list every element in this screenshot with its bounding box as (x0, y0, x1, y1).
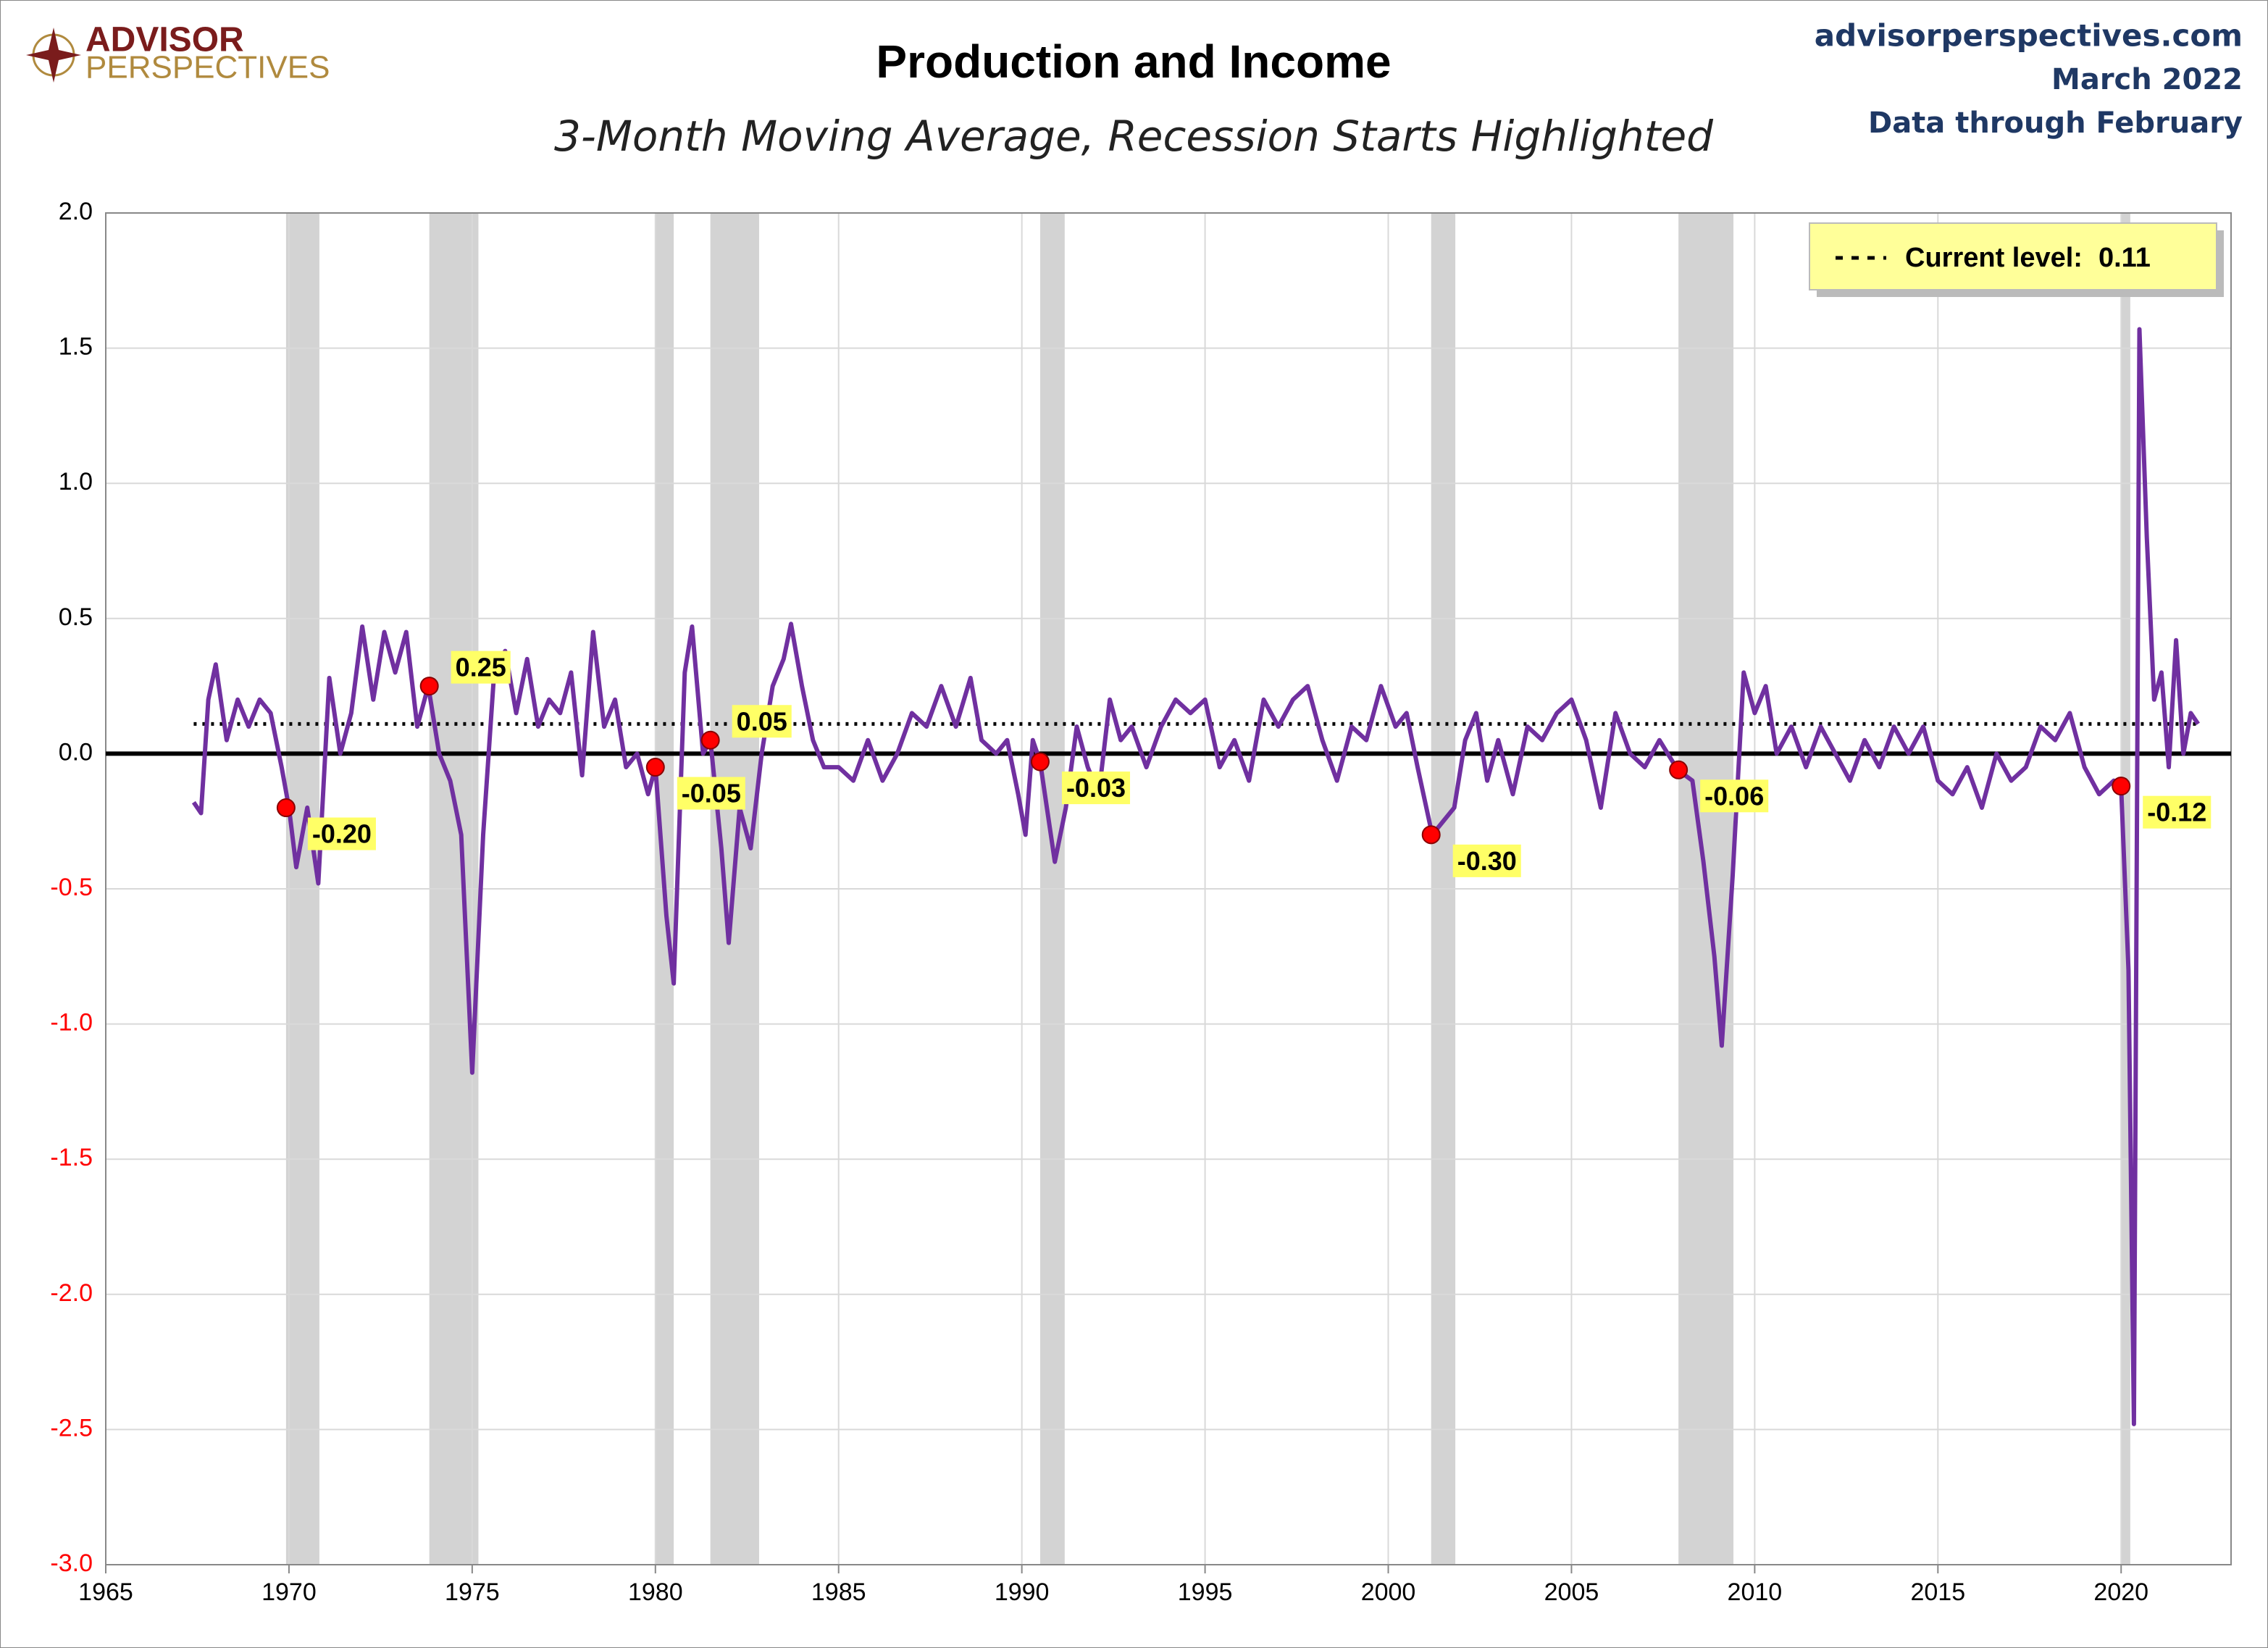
value-label: 0.25 (456, 653, 506, 682)
recession-start-marker (1669, 760, 1689, 779)
legend-label: Current level: (1905, 243, 2083, 273)
recession-start-marker (2112, 777, 2131, 796)
x-tick-label: 2020 (2093, 1578, 2148, 1606)
value-label-bg (1452, 844, 1521, 877)
x-tick-label: 1975 (445, 1578, 500, 1606)
value-label-group: -0.06 (1700, 779, 1769, 813)
source-note: Data through February (1868, 106, 2243, 140)
y-tick-label: -1.0 (50, 1009, 93, 1037)
value-label-bg (677, 777, 745, 810)
logo-top: ADVISOR (85, 21, 244, 59)
y-tick-label: -1.5 (50, 1144, 93, 1171)
x-tick-label: 1980 (628, 1578, 683, 1606)
value-label-group: 0.25 (451, 651, 511, 684)
y-tick-label: -0.5 (50, 874, 93, 901)
x-tick-label: 1985 (811, 1578, 866, 1606)
value-label-bg (1700, 779, 1769, 813)
chart-subtitle: 3-Month Moving Average, Recession Starts… (554, 112, 1714, 161)
value-label-group: -0.12 (2143, 795, 2211, 829)
value-label-group: -0.30 (1452, 844, 1521, 877)
value-label: -0.03 (1066, 773, 1126, 803)
x-tick-label: 1965 (78, 1578, 133, 1606)
logo-bottom: PERSPECTIVES (85, 50, 330, 85)
legend-value: 0.11 (2098, 243, 2151, 273)
recession-start-marker (419, 677, 439, 696)
value-label-bg (307, 817, 376, 850)
value-label-bg (2143, 795, 2211, 829)
value-label-group: 0.05 (732, 705, 792, 738)
y-tick-label: -3.0 (50, 1549, 93, 1577)
x-tick-label: 2015 (1910, 1578, 1965, 1606)
value-label-bg (732, 705, 792, 738)
recession-start-marker (1421, 825, 1441, 845)
y-tick-label: -2.0 (50, 1279, 93, 1307)
plot-border (105, 212, 2232, 1565)
source: advisorperspectives.com (1815, 18, 2243, 54)
x-tick-label: 1970 (261, 1578, 317, 1606)
data-line (191, 327, 2200, 1426)
source-date: March 2022 (2051, 63, 2243, 96)
recession-start-marker (1030, 752, 1050, 771)
value-label-bg (451, 651, 511, 684)
y-tick-label: 1.0 (59, 468, 93, 495)
value-label: -0.30 (1457, 846, 1517, 876)
y-tick-label: 0.0 (59, 738, 93, 766)
y-tick-label: 2.0 (59, 198, 93, 225)
value-label-bg (1061, 771, 1131, 805)
y-tick-label: 0.5 (59, 603, 93, 631)
legend-box (1809, 222, 2217, 290)
value-label: 0.05 (737, 706, 787, 736)
value-label: -0.06 (1704, 781, 1764, 811)
logo-icon (26, 28, 81, 83)
chart-title: Production and Income (876, 35, 1391, 88)
value-label: -0.12 (2147, 798, 2206, 827)
value-label: -0.20 (312, 819, 372, 849)
value-label: -0.05 (682, 779, 741, 808)
recession-start-marker (700, 730, 720, 750)
x-tick-label: 1995 (1178, 1578, 1233, 1606)
recession-start-marker (645, 758, 665, 777)
legend: Current level: 0.11 (1809, 222, 2224, 297)
value-label-group: -0.03 (1061, 771, 1131, 805)
y-tick-label: 1.5 (59, 333, 93, 361)
value-label-group: -0.05 (677, 777, 745, 810)
x-tick-label: 1990 (995, 1578, 1050, 1606)
recession-start-marker (276, 798, 296, 818)
x-tick-label: 2000 (1361, 1578, 1416, 1606)
x-tick-label: 2010 (1728, 1578, 1783, 1606)
value-label-group: -0.20 (307, 817, 376, 850)
y-tick-label: -2.5 (50, 1414, 93, 1442)
x-tick-label: 2005 (1544, 1578, 1599, 1606)
